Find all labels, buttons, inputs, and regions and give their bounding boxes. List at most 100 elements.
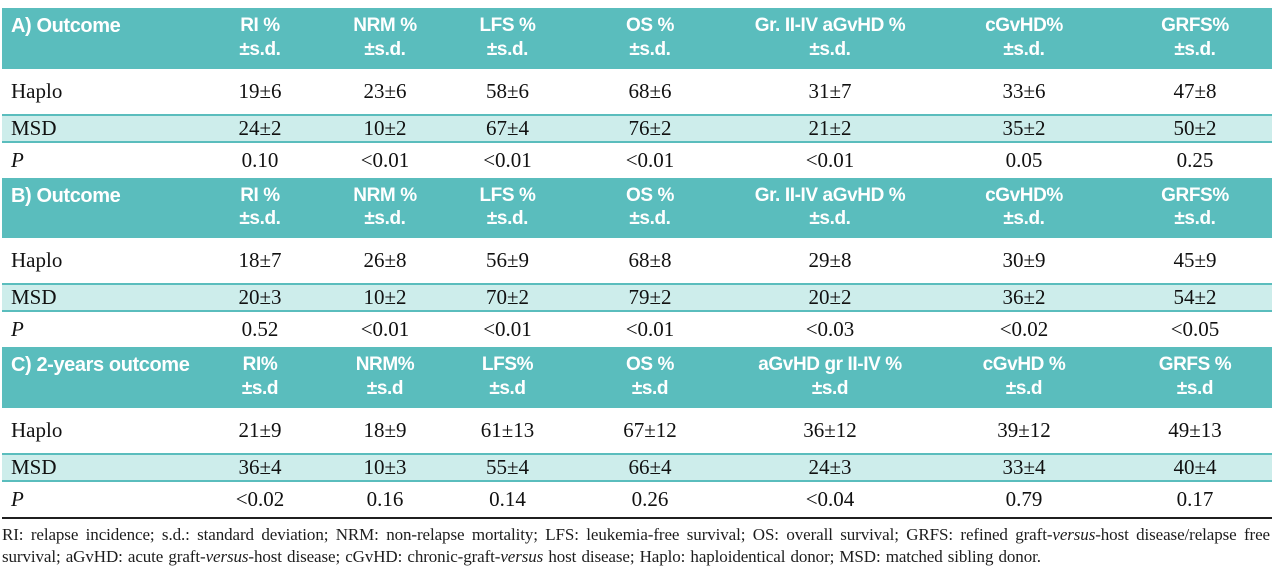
data-cell: 54±2 — [1118, 283, 1272, 312]
footnote-versus-italic: versus — [205, 546, 249, 566]
column-header: NRM % ±s.d. — [325, 8, 445, 69]
column-header: LFS % ±s.d. — [445, 8, 570, 69]
data-cell: 24±3 — [730, 452, 930, 482]
row-label: P — [2, 141, 195, 178]
table-row: Haplo 21±9 18±9 61±13 67±12 36±12 39±12 … — [2, 407, 1272, 454]
outcomes-table: A) Outcome RI % ±s.d. NRM % ±s.d. LFS % ±s.… — [2, 8, 1272, 519]
p-value-cell: 0.25 — [1118, 141, 1272, 178]
data-cell: 68±6 — [570, 68, 730, 115]
p-value-cell: 0.05 — [930, 141, 1118, 178]
paper-table-figure: A) Outcome RI % ±s.d. NRM % ±s.d. LFS % ±s.… — [0, 8, 1280, 575]
column-header: RI% ±s.d — [195, 347, 325, 408]
data-cell: 68±8 — [570, 238, 730, 284]
data-cell: 40±4 — [1118, 452, 1272, 482]
section-a-title: A) Outcome — [2, 8, 195, 69]
data-cell: 33±6 — [930, 68, 1118, 115]
p-value-cell: 0.79 — [930, 480, 1118, 519]
column-header: LFS % ±s.d. — [445, 177, 570, 238]
row-label: Haplo — [2, 238, 195, 284]
data-cell: 23±6 — [325, 68, 445, 115]
p-value-cell: 0.14 — [445, 480, 570, 519]
row-label: MSD — [2, 452, 195, 482]
p-value-cell: 0.26 — [570, 480, 730, 519]
p-value-cell: <0.01 — [730, 141, 930, 178]
data-cell: 21±2 — [730, 113, 930, 143]
data-cell: 58±6 — [445, 68, 570, 115]
data-cell: 18±7 — [195, 238, 325, 284]
column-header: OS % ±s.d. — [570, 177, 730, 238]
footnote-text: RI: relapse incidence; s.d.: standard de… — [2, 524, 1053, 544]
row-label: MSD — [2, 113, 195, 143]
data-cell: 10±2 — [325, 113, 445, 143]
data-cell: 50±2 — [1118, 113, 1272, 143]
p-value-cell: <0.01 — [570, 141, 730, 178]
row-label: Haplo — [2, 407, 195, 454]
column-header: NRM% ±s.d — [325, 347, 445, 408]
p-value-cell: <0.01 — [445, 311, 570, 347]
column-header: NRM % ±s.d. — [325, 177, 445, 238]
data-cell: 20±3 — [195, 283, 325, 312]
data-cell: 67±12 — [570, 407, 730, 454]
column-header: Gr. II-IV aGvHD % ±s.d. — [730, 177, 930, 238]
data-cell: 24±2 — [195, 113, 325, 143]
data-cell: 66±4 — [570, 452, 730, 482]
p-value-row: P 0.10 <0.01 <0.01 <0.01 <0.01 0.05 0.25 — [2, 141, 1272, 178]
data-cell: 61±13 — [445, 407, 570, 454]
data-cell: 33±4 — [930, 452, 1118, 482]
data-cell: 35±2 — [930, 113, 1118, 143]
p-value-row: P 0.52 <0.01 <0.01 <0.01 <0.03 <0.02 <0.… — [2, 311, 1272, 347]
section-a-header-row: A) Outcome RI % ±s.d. NRM % ±s.d. LFS % ±s.… — [2, 8, 1272, 69]
p-value-cell: <0.02 — [195, 480, 325, 519]
section-b-title: B) Outcome — [2, 177, 195, 238]
footnote-versus-italic: versus — [1052, 524, 1096, 544]
data-cell: 10±3 — [325, 452, 445, 482]
p-value-cell: <0.01 — [325, 311, 445, 347]
data-cell: 45±9 — [1118, 238, 1272, 284]
row-label: MSD — [2, 283, 195, 312]
data-cell: 26±8 — [325, 238, 445, 284]
data-cell: 31±7 — [730, 68, 930, 115]
row-label: P — [2, 480, 195, 519]
p-value-cell: <0.01 — [570, 311, 730, 347]
footnote-text: -host disease/relapse free survival; aGv… — [2, 524, 1270, 566]
table-row: MSD 20±3 10±2 70±2 79±2 20±2 36±2 54±2 — [2, 283, 1272, 312]
data-cell: 56±9 — [445, 238, 570, 284]
data-cell: 36±2 — [930, 283, 1118, 312]
data-cell: 70±2 — [445, 283, 570, 312]
row-label: P — [2, 311, 195, 347]
table-row: MSD 36±4 10±3 55±4 66±4 24±3 33±4 40±4 — [2, 452, 1272, 482]
p-value-cell: <0.02 — [930, 311, 1118, 347]
column-header: OS % ±s.d — [570, 347, 730, 408]
data-cell: 30±9 — [930, 238, 1118, 284]
section-c-header-row: C) 2-years outcome RI% ±s.d NRM% ±s.d LFS%… — [2, 347, 1272, 408]
column-header: OS % ±s.d. — [570, 8, 730, 69]
column-header: GRFS% ±s.d. — [1118, 177, 1272, 238]
column-header: RI % ±s.d. — [195, 177, 325, 238]
column-header: RI % ±s.d. — [195, 8, 325, 69]
data-cell: 79±2 — [570, 283, 730, 312]
p-value-row: P <0.02 0.16 0.14 0.26 <0.04 0.79 0.17 — [2, 480, 1272, 519]
p-value-cell: <0.01 — [445, 141, 570, 178]
p-value-cell: <0.01 — [325, 141, 445, 178]
p-value-cell: 0.10 — [195, 141, 325, 178]
data-cell: 36±4 — [195, 452, 325, 482]
column-header: cGvHD % ±s.d — [930, 347, 1118, 408]
table-row: MSD 24±2 10±2 67±4 76±2 21±2 35±2 50±2 — [2, 113, 1272, 143]
data-cell: 36±12 — [730, 407, 930, 454]
table-footnote: RI: relapse incidence; s.d.: standard de… — [2, 524, 1270, 569]
data-cell: 10±2 — [325, 283, 445, 312]
p-value-cell: <0.03 — [730, 311, 930, 347]
section-b-header-row: B) Outcome RI % ±s.d. NRM % ±s.d. LFS % ±s.… — [2, 177, 1272, 238]
column-header: aGvHD gr II-IV % ±s.d — [730, 347, 930, 408]
data-cell: 67±4 — [445, 113, 570, 143]
data-cell: 21±9 — [195, 407, 325, 454]
table-row: Haplo 18±7 26±8 56±9 68±8 29±8 30±9 45±9 — [2, 238, 1272, 284]
column-header: Gr. II-IV aGvHD % ±s.d. — [730, 8, 930, 69]
p-value-cell: 0.16 — [325, 480, 445, 519]
p-value-cell: 0.52 — [195, 311, 325, 347]
p-value-cell: 0.17 — [1118, 480, 1272, 519]
column-header: cGvHD% ±s.d. — [930, 8, 1118, 69]
data-cell: 39±12 — [930, 407, 1118, 454]
data-cell: 55±4 — [445, 452, 570, 482]
footnote-versus-italic: versus — [500, 546, 544, 566]
